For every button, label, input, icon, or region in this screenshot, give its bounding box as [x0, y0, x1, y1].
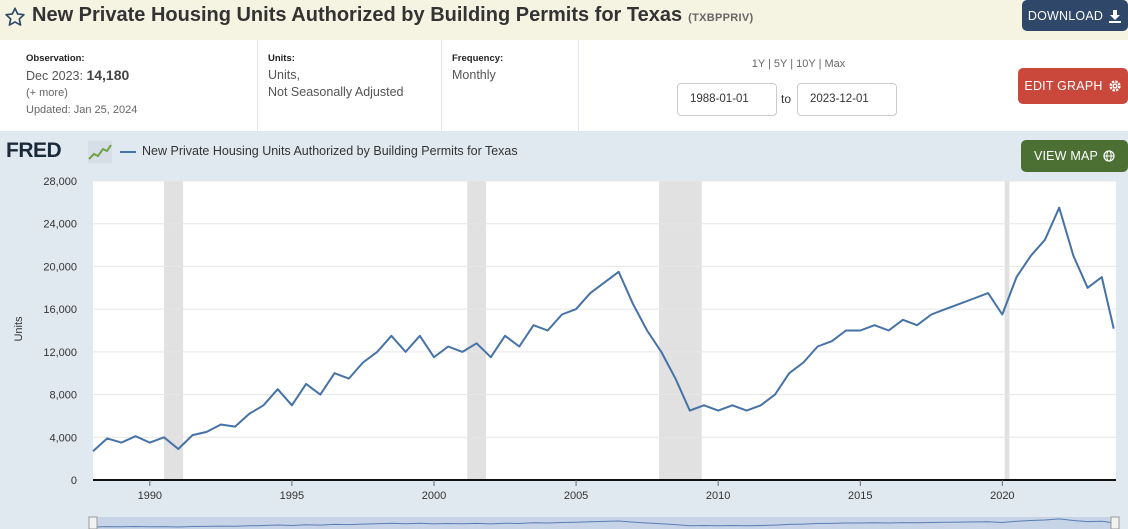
gear-icon — [1108, 80, 1121, 92]
view-map-label: VIEW MAP — [1033, 149, 1099, 163]
y-tick-label: 28,000 — [43, 176, 77, 188]
recession-band — [467, 181, 487, 480]
frequency-label: Frequency: — [452, 53, 504, 64]
x-tick-label: 2005 — [564, 490, 588, 502]
y-tick-label: 8,000 — [49, 390, 77, 402]
download-icon — [1109, 9, 1122, 23]
y-tick-label: 24,000 — [43, 219, 77, 231]
x-tick-label: 2015 — [848, 490, 872, 502]
recession-band — [164, 181, 184, 480]
x-tick-label: 1995 — [280, 490, 304, 502]
more-link[interactable]: (+ more) — [26, 87, 68, 99]
page-title: New Private Housing Units Authorized by … — [32, 4, 753, 27]
units-label: Units: — [268, 53, 295, 64]
y-tick-label: 0 — [71, 475, 77, 487]
y-axis-label: Units — [13, 316, 25, 342]
y-tick-label: 12,000 — [43, 347, 77, 359]
legend-label: New Private Housing Units Authorized by … — [142, 144, 518, 158]
frequency-panel: Frequency: Monthly — [441, 40, 578, 131]
range-presets[interactable]: 1Y | 5Y | 10Y | Max — [751, 58, 846, 70]
units-line-2: Not Seasonally Adjusted — [268, 85, 404, 99]
units-panel: Units: Units, Not Seasonally Adjusted — [257, 40, 441, 131]
favorite-star-icon[interactable] — [4, 6, 26, 28]
observation-panel: Observation: Dec 2023: 14,180 (+ more) U… — [26, 40, 256, 131]
recession-band — [659, 181, 702, 480]
start-date-input[interactable]: 1988-01-01 — [677, 83, 777, 116]
to-label: to — [781, 92, 792, 106]
units-line-1: Units, — [268, 68, 300, 82]
observation-value: 14,180 — [86, 67, 130, 83]
observation-label: Observation: — [26, 53, 85, 64]
x-tick-label: 2020 — [990, 490, 1014, 502]
observation-date: Dec 2023: — [26, 69, 83, 83]
x-tick-label: 1990 — [138, 490, 162, 502]
navigator-handle-right[interactable] — [1110, 516, 1120, 529]
edit-graph-label: EDIT GRAPH — [1024, 79, 1103, 93]
globe-icon — [1103, 150, 1115, 162]
frequency-value: Monthly — [452, 68, 496, 82]
x-tick-label: 2000 — [422, 490, 446, 502]
fred-logo: FRED — [6, 139, 62, 162]
range-navigator — [93, 517, 1116, 529]
legend-swatch — [120, 151, 136, 153]
series-id: (TXBPPRIV) — [688, 12, 754, 24]
series-line-txbppriv — [92, 206, 1115, 452]
fred-logo-chart-icon — [88, 141, 112, 163]
y-tick-label: 16,000 — [43, 304, 77, 316]
download-label: DOWNLOAD — [1027, 8, 1104, 23]
edit-graph-button[interactable]: EDIT GRAPH — [1018, 68, 1128, 104]
line-chart: 0 4,000 8,000 12,000 16,000 20,000 24,000 28,00… — [13, 176, 1120, 529]
y-tick-label: 20,000 — [43, 261, 77, 273]
recession-band — [1004, 181, 1010, 480]
y-tick-label: 4,000 — [49, 432, 77, 444]
download-button[interactable]: DOWNLOAD — [1022, 0, 1128, 31]
updated-date: Updated: Jan 25, 2024 — [26, 104, 138, 116]
end-date-input[interactable]: 2023-12-01 — [797, 83, 897, 116]
series-title: New Private Housing Units Authorized by … — [32, 4, 683, 26]
navigator-series-line — [92, 518, 1114, 528]
view-map-button[interactable]: VIEW MAP — [1021, 140, 1128, 172]
plot-background — [93, 181, 1116, 480]
title-bar: New Private Housing Units Authorized by … — [0, 0, 1128, 40]
navigator-handle-left[interactable] — [88, 516, 98, 529]
x-tick-label: 2010 — [706, 490, 730, 502]
date-range-panel: 1Y | 5Y | 10Y | Max 1988-01-01 to 2023-1… — [578, 40, 1018, 131]
